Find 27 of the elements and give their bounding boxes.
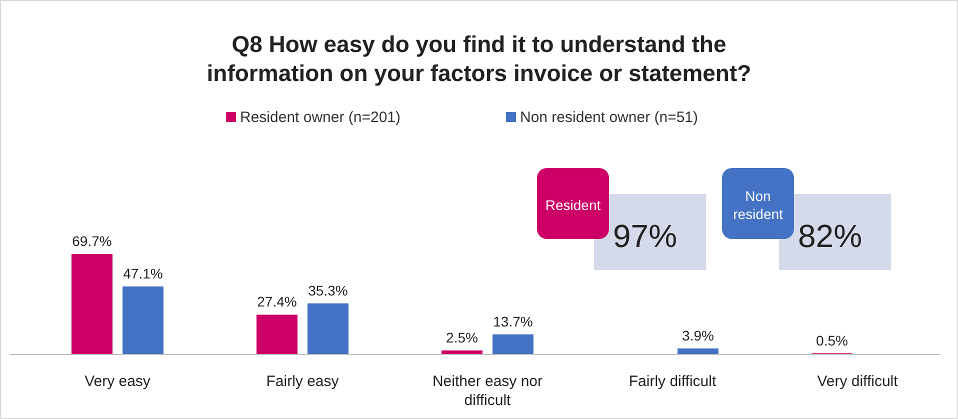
annotation: 82% <box>798 218 862 254</box>
x-tick-label: Very easy <box>84 373 151 390</box>
text: Resident <box>545 197 601 213</box>
bar <box>72 254 112 354</box>
x-tick-label: Fairly easy <box>266 373 340 390</box>
bar <box>678 348 718 354</box>
data-label: 27.4% <box>257 294 297 310</box>
legend-label: Non resident owner (n=51) <box>520 109 698 126</box>
annotation: 97% <box>612 218 678 254</box>
chart-title: Q8 How easy do you find it to understand the information on your factors invoice or statement? <box>206 31 752 86</box>
text: Non resident <box>733 188 784 222</box>
data-label: 13.7% <box>493 313 533 330</box>
data-label: 3.9% <box>682 327 714 344</box>
bar <box>122 286 164 354</box>
bar <box>492 334 534 354</box>
data-label: 35.3% <box>308 282 348 298</box>
bar <box>256 314 298 354</box>
x-tick-label: Neither easy nor difficult <box>432 373 543 409</box>
bar <box>308 303 348 354</box>
x-tick-label: Fairly difficult <box>628 373 717 390</box>
data-label: 47.1% <box>123 265 163 282</box>
x-tick-label: Very difficult <box>817 373 899 390</box>
data-label: 69.7% <box>72 233 112 249</box>
data-label: 0.5% <box>816 332 848 348</box>
data-label: 2.5% <box>446 329 478 346</box>
legend-label: Resident owner (n=201) <box>240 109 401 126</box>
bar <box>442 350 482 354</box>
